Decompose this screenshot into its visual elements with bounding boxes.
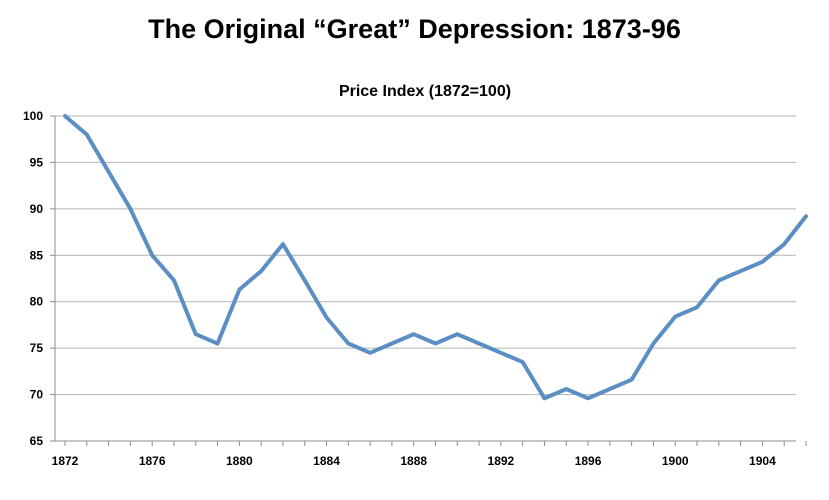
data-point-1890 [455,332,459,336]
data-point-1895 [564,387,568,391]
x-tick-label: 1900 [662,454,689,468]
data-point-1879 [216,342,220,345]
x-tick-label: 1876 [139,454,166,468]
y-tick-label: 90 [30,202,44,216]
data-point-1902 [717,278,721,282]
data-point-1899 [651,342,655,345]
data-point-1904 [760,260,764,264]
data-point-1886 [368,351,372,355]
data-point-1894 [542,396,546,400]
y-tick-label: 75 [30,341,44,355]
data-point-1876 [150,253,154,257]
data-point-1900 [673,315,677,319]
y-tick-label: 70 [30,388,44,402]
data-point-1874 [107,170,111,174]
data-point-1896 [586,396,590,400]
data-point-1873 [85,133,89,137]
page-title: The Original “Great” Depression: 1873-96 [148,14,681,44]
data-point-1881 [259,269,263,273]
data-point-1901 [695,305,699,309]
x-axis-ticks: 1872 1876 1880 1884 1888 1892 1896 1900 1904 [52,454,776,468]
series-layer [63,114,808,401]
data-point-1891 [477,342,481,345]
y-tick-label: 80 [30,295,44,309]
data-point-1878 [194,332,198,336]
x-tick-label: 1880 [226,454,253,468]
data-point-1884 [325,316,329,319]
y-tick-label: 65 [30,434,44,448]
data-point-1903 [739,269,743,273]
y-tick-label: 85 [30,248,44,262]
data-point-1906 [804,214,808,218]
x-tick-label: 1892 [488,454,515,468]
series-line-0 [63,114,808,401]
data-point-1897 [608,387,612,391]
data-point-1875 [128,207,132,211]
x-tick-label: 1904 [749,454,776,468]
data-point-1905 [782,242,786,246]
data-point-1883 [303,278,307,282]
data-point-1898 [630,378,634,382]
y-axis-ticks: 65 70 75 80 85 90 95 100 [23,109,43,448]
data-point-1889 [434,342,437,345]
data-point-1872 [63,114,67,118]
x-tick-label: 1888 [400,454,427,468]
gridlines [55,115,796,396]
data-point-1885 [346,342,350,345]
y-tick-label: 100 [23,109,43,123]
data-point-1892 [499,351,503,355]
axes [50,115,807,446]
data-point-1887 [390,342,394,345]
data-point-1880 [237,288,241,292]
chart-title: Price Index (1872=100) [339,83,511,100]
y-tick-label: 95 [30,155,44,169]
data-point-1888 [412,332,416,336]
x-tick-label: 1896 [575,454,602,468]
data-point-1882 [281,242,285,246]
x-tick-label: 1884 [313,454,340,468]
x-tick-label: 1872 [52,454,79,468]
data-point-1877 [172,278,176,282]
data-point-1893 [521,360,525,364]
